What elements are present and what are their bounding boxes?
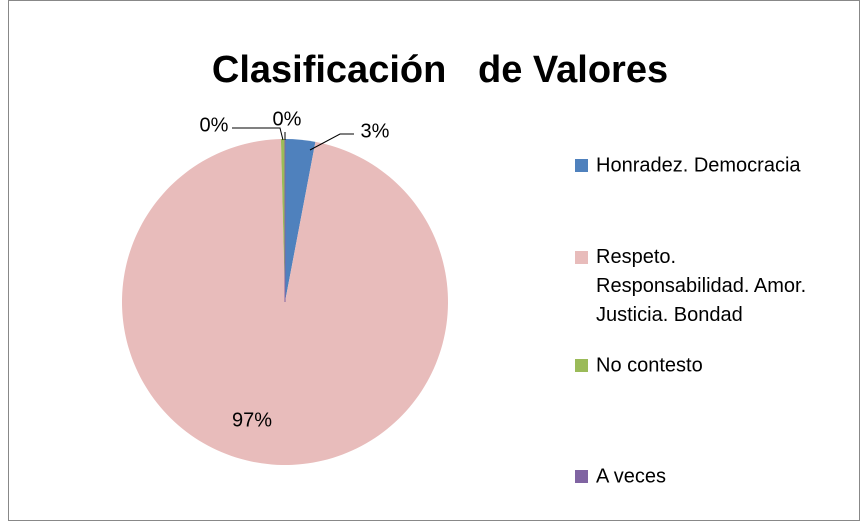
legend-label: A veces	[596, 465, 666, 487]
data-label: 0%	[273, 108, 302, 130]
leader-line	[309, 133, 354, 151]
legend-label: Respeto. Responsabilidad. Amor. Justicia. …	[596, 246, 806, 326]
legend-line: Justicia. Bondad	[596, 304, 743, 326]
leader-line	[232, 127, 284, 141]
legend-line: Respeto.	[596, 246, 676, 268]
pie-slice	[280, 139, 285, 302]
pie-slice	[285, 139, 316, 302]
legend-swatch	[575, 159, 588, 172]
data-label: 97%	[232, 409, 272, 431]
legend-label: Honradez. Democracia	[596, 154, 801, 176]
legend-swatch	[575, 359, 588, 372]
legend-label: No contesto	[596, 354, 703, 376]
legend-swatch	[575, 251, 588, 264]
data-label: 0%	[200, 114, 229, 136]
legend-swatch	[575, 470, 588, 483]
pie-slice	[121, 139, 448, 465]
legend-line: Responsabilidad. Amor.	[596, 275, 806, 297]
chart-title: Clasificación de Valores	[212, 49, 668, 91]
data-label: 3%	[361, 120, 390, 142]
